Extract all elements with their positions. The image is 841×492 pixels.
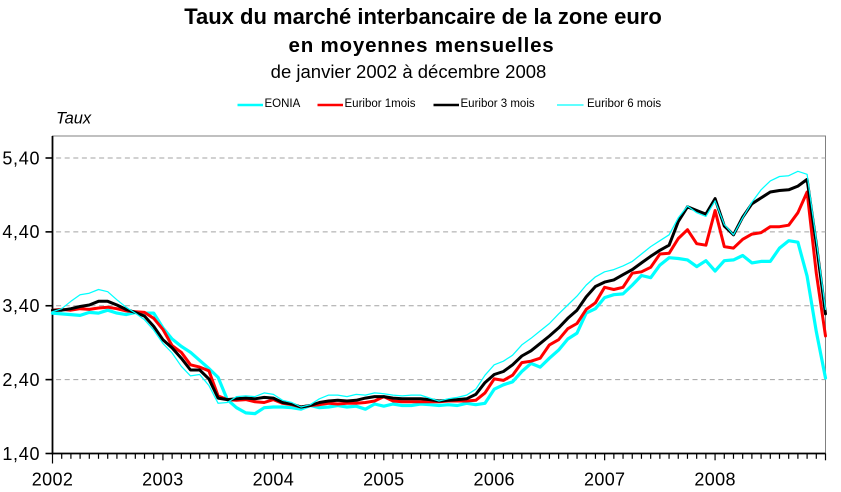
svg-text:2,40: 2,40	[2, 370, 40, 390]
svg-text:2003: 2003	[142, 470, 183, 490]
svg-text:Taux: Taux	[56, 110, 92, 128]
svg-text:1,40: 1,40	[2, 444, 40, 464]
svg-text:EONIA: EONIA	[265, 98, 301, 110]
svg-text:2006: 2006	[473, 470, 514, 490]
svg-text:4,40: 4,40	[2, 222, 40, 242]
svg-text:Euribor 3 mois: Euribor 3 mois	[461, 98, 535, 110]
svg-text:5,40: 5,40	[2, 148, 40, 168]
svg-text:3,40: 3,40	[2, 296, 40, 316]
svg-text:2002: 2002	[32, 470, 73, 490]
svg-text:2004: 2004	[253, 470, 294, 490]
svg-text:2005: 2005	[363, 470, 404, 490]
svg-text:Euribor 6 mois: Euribor 6 mois	[587, 98, 661, 110]
svg-text:Euribor 1mois: Euribor 1mois	[345, 98, 416, 110]
svg-text:2008: 2008	[694, 470, 735, 490]
svg-text:2007: 2007	[584, 470, 625, 490]
